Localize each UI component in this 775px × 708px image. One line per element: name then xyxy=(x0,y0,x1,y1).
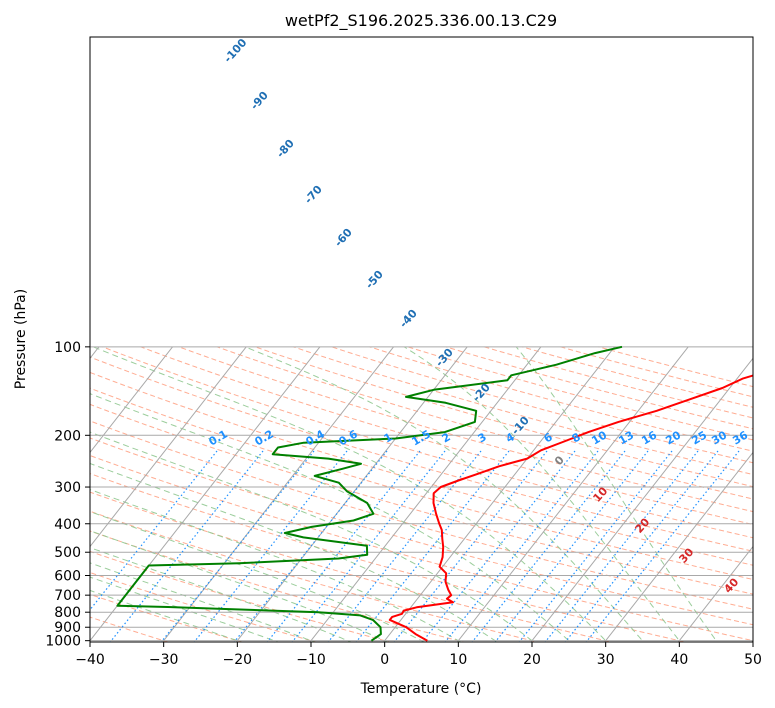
y-tick-label: 100 xyxy=(54,340,81,356)
isohume-line xyxy=(421,450,576,642)
y-tick-label: 900 xyxy=(54,620,81,636)
x-tick-label: 10 xyxy=(449,652,467,668)
y-tick-label: 400 xyxy=(54,517,81,533)
dry-adiabat-line xyxy=(90,572,318,642)
isohume-line xyxy=(393,450,548,642)
axes: −40 −30 −20 −10 0 10 20 30 40 50 100 200 300 400 500 60… xyxy=(45,340,762,668)
dry-adiabat-line xyxy=(331,346,753,464)
isohume-line xyxy=(355,450,510,642)
dry-adiabat-line xyxy=(90,593,244,642)
isohume-line xyxy=(233,450,388,642)
x-axis-label: Temperature (°C) xyxy=(360,681,482,697)
isohume-line xyxy=(160,450,315,642)
dry-adiabat-line xyxy=(90,473,688,642)
dry-adiabat-line xyxy=(293,346,753,476)
moist-adiabat-line xyxy=(90,530,389,642)
y-tick-label: 800 xyxy=(54,605,81,621)
y-tick-label: 700 xyxy=(54,588,81,604)
moist-adiabat-line xyxy=(90,489,462,642)
moist-adiabat-line xyxy=(90,393,572,642)
isotherm-line xyxy=(309,346,542,642)
dry-adiabat-line xyxy=(140,346,753,526)
chart-title: wetPf2_S196.2025.336.00.13.C29 xyxy=(285,11,557,31)
isohume-line xyxy=(494,450,649,642)
y-tick-label: 300 xyxy=(54,480,81,496)
isohume-line xyxy=(444,450,599,642)
isotherm-line xyxy=(0,347,25,647)
isotherm-line xyxy=(161,346,394,642)
isotherm-line xyxy=(90,346,100,360)
plot-frame xyxy=(89,36,754,643)
isohume-line xyxy=(544,450,699,642)
isohume-line xyxy=(90,450,218,611)
temperature-profile xyxy=(388,374,753,642)
dry-adiabat-line xyxy=(369,346,753,452)
y-axis-label: Pressure (hPa) xyxy=(13,289,29,389)
x-tick-label: −20 xyxy=(223,652,253,668)
x-tick-label: 50 xyxy=(744,652,762,668)
dry-adiabat-line xyxy=(90,356,753,552)
x-tick-label: 40 xyxy=(670,652,688,668)
dry-adiabat-line xyxy=(90,403,753,595)
isohume-line xyxy=(327,450,482,642)
moist-adiabat-line xyxy=(90,562,316,642)
dry-adiabat-line xyxy=(90,420,753,610)
isotherm-line xyxy=(677,545,753,642)
isohume-line xyxy=(518,450,673,642)
moist-adiabat-line xyxy=(90,431,535,642)
x-tick-label: −30 xyxy=(149,652,179,668)
x-tick-label: −10 xyxy=(296,652,326,668)
isohume-line xyxy=(266,450,421,642)
x-tick-label: 0 xyxy=(380,652,389,668)
x-tick-label: −40 xyxy=(75,652,105,668)
dry-adiabat-line xyxy=(102,346,753,539)
dry-adiabat-line xyxy=(178,346,753,513)
dry-adiabat-line xyxy=(216,346,753,500)
isohume-line xyxy=(109,450,264,642)
y-tick-label: 1000 xyxy=(45,634,81,650)
y-tick-label: 200 xyxy=(54,428,81,444)
isotherm-line xyxy=(235,346,468,642)
moist-adiabat-line xyxy=(90,511,426,642)
moist-adiabat-line xyxy=(93,346,608,642)
isotherm-line xyxy=(90,346,173,454)
isotherm-line xyxy=(382,346,615,642)
isotherm-line xyxy=(90,346,247,548)
plot-area xyxy=(90,37,753,642)
moist-adiabat-line xyxy=(90,589,243,642)
isohume-line xyxy=(564,450,719,642)
isotherm-line xyxy=(603,451,753,642)
moist-adiabat-line xyxy=(90,462,499,642)
isohume-line xyxy=(291,450,446,642)
dry-adiabat-line xyxy=(90,437,753,626)
moist-adiabat-line xyxy=(515,346,718,642)
y-tick-label: 600 xyxy=(54,568,81,584)
moist-adiabat-line xyxy=(244,346,645,642)
y-tick-label: 500 xyxy=(54,545,81,561)
isotherm-line xyxy=(530,357,753,642)
isohume-line xyxy=(471,450,626,642)
x-tick-label: 30 xyxy=(597,652,615,668)
isotherm-line xyxy=(456,346,689,642)
moist-adiabat-line xyxy=(90,547,353,642)
moist-adiabat-line xyxy=(90,576,280,642)
x-tick-label: 20 xyxy=(523,652,541,668)
sounding-profiles xyxy=(116,345,753,642)
isohume-line xyxy=(193,450,348,642)
isohume-line xyxy=(585,450,740,642)
dewpoint-profile xyxy=(116,345,623,642)
